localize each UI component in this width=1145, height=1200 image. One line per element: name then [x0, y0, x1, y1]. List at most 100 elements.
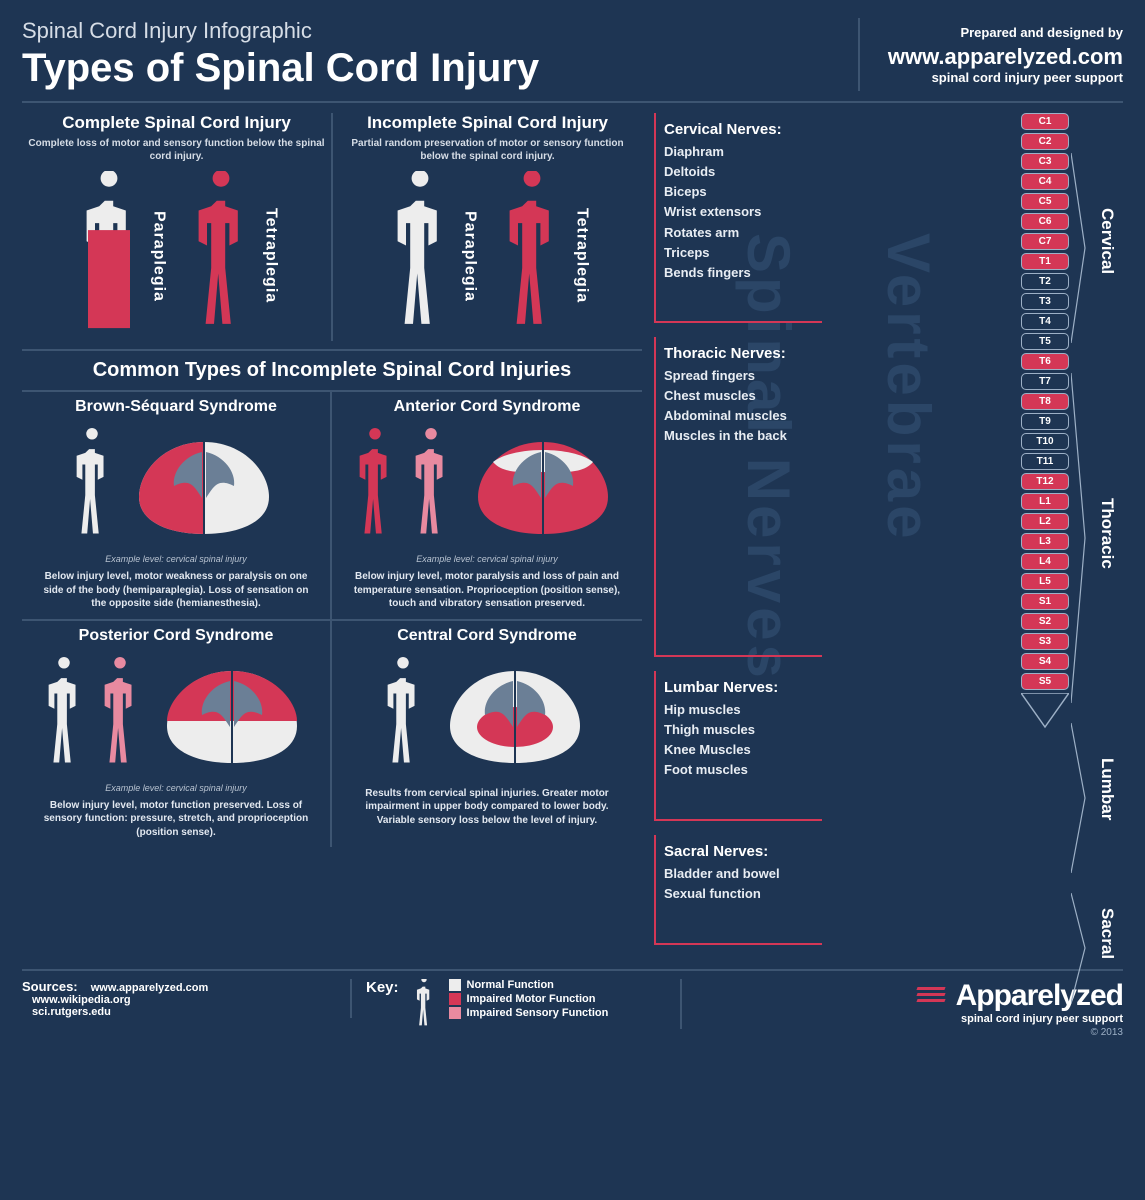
- vertebra: C6: [1021, 213, 1069, 230]
- central-body-icon: [379, 651, 427, 781]
- nerve-item: Foot muscles: [664, 760, 884, 780]
- incomplete-box: Incomplete Spinal Cord Injury Partial ra…: [331, 113, 642, 341]
- vertebra: L4: [1021, 553, 1069, 570]
- key-row: Normal Function: [449, 979, 609, 991]
- brown-title: Brown-Séquard Syndrome: [32, 398, 320, 416]
- central-title: Central Cord Syndrome: [342, 627, 632, 645]
- prepared-by: Prepared and designed by: [888, 25, 1123, 40]
- brown-sequard-cell: Brown-Séquard Syndrome: [22, 390, 332, 619]
- nerve-item: Thigh muscles: [664, 720, 884, 740]
- vertebra: T12: [1021, 473, 1069, 490]
- complete-incomplete-row: Complete Spinal Cord Injury Complete los…: [22, 113, 642, 351]
- key-label-text: Impaired Motor Function: [467, 993, 596, 1005]
- key-label: Key:: [366, 979, 399, 1029]
- header-right: Prepared and designed by www.apparelyzed…: [858, 18, 1123, 91]
- anterior-cell: Anterior Cord Syndrome: [332, 390, 642, 619]
- posterior-body1-icon: [40, 651, 88, 781]
- nerve-item: Abdominal muscles: [664, 406, 884, 426]
- incomplete-desc: Partial random preservation of motor or …: [339, 137, 636, 163]
- posterior-explain: Below injury level, motor function prese…: [32, 799, 320, 840]
- posterior-body2-icon: [96, 651, 144, 781]
- footer: Sources: www.apparelyzed.comwww.wikipedi…: [22, 969, 1123, 1038]
- complete-paraplegia: Paraplegia: [74, 171, 168, 341]
- brown-cross-icon: [124, 432, 284, 542]
- syndromes-grid: Brown-Séquard Syndrome: [22, 390, 642, 847]
- vertebra: S1: [1021, 593, 1069, 610]
- site-url: www.apparelyzed.com: [888, 44, 1123, 70]
- key-items: Normal Function Impaired Motor Function Im…: [449, 979, 609, 1029]
- nerve-item: Triceps: [664, 243, 884, 263]
- nerve-item: Chest muscles: [664, 386, 884, 406]
- region-bracket: [1071, 153, 1089, 343]
- nerve-group-title: Lumbar Nerves:: [664, 679, 884, 696]
- nerve-item: Rotates arm: [664, 223, 884, 243]
- anterior-body1-icon: [351, 422, 399, 552]
- header: Spinal Cord Injury Infographic Types of …: [22, 18, 1123, 103]
- vertebra: T5: [1021, 333, 1069, 350]
- nerve-item: Diaphram: [664, 142, 884, 162]
- key-swatch: [449, 993, 461, 1005]
- nerve-item: Muscles in the back: [664, 426, 884, 446]
- posterior-example: Example level: cervical spinal injury: [32, 783, 320, 793]
- copyright: © 2013: [696, 1027, 1123, 1038]
- key-body-icon: [413, 979, 435, 1029]
- key-swatch: [449, 979, 461, 991]
- nerve-item: Hip muscles: [664, 700, 884, 720]
- nerve-item: Bends fingers: [664, 263, 884, 283]
- nerve-group: Sacral Nerves:Bladder and bowelSexual fu…: [654, 835, 894, 945]
- region-label: Thoracic: [1097, 498, 1117, 569]
- sources-label: Sources:: [22, 979, 78, 994]
- complete-box: Complete Spinal Cord Injury Complete los…: [22, 113, 331, 341]
- region-label: Sacral: [1097, 908, 1117, 959]
- nerve-item: Sexual function: [664, 884, 884, 904]
- nerve-group: Thoracic Nerves: Spread fingersChest musc…: [654, 337, 894, 657]
- brand-sub: spinal cord injury peer support: [696, 1013, 1123, 1025]
- header-left: Spinal Cord Injury Infographic Types of …: [22, 18, 858, 91]
- nerve-groups: Cervical Nerves:DiaphramDeltoidsBicepsWr…: [654, 113, 894, 945]
- key-row: Impaired Motor Function: [449, 993, 609, 1005]
- brown-explain: Below injury level, motor weakness or pa…: [32, 570, 320, 611]
- incomplete-title: Incomplete Spinal Cord Injury: [339, 113, 636, 133]
- central-explain: Results from cervical spinal injuries. G…: [342, 787, 632, 828]
- source-item: www.apparelyzed.com: [91, 982, 209, 994]
- vertebra: C2: [1021, 133, 1069, 150]
- anterior-title: Anterior Cord Syndrome: [342, 398, 632, 416]
- vertebra: C5: [1021, 193, 1069, 210]
- vertebra: S5: [1021, 673, 1069, 690]
- vertebra: L2: [1021, 513, 1069, 530]
- vertebra: L3: [1021, 533, 1069, 550]
- vertebra: T1: [1021, 253, 1069, 270]
- anterior-body2-icon: [407, 422, 455, 552]
- complete-desc: Complete loss of motor and sensory funct…: [28, 137, 325, 163]
- vertebra: C4: [1021, 173, 1069, 190]
- key-label-text: Normal Function: [467, 979, 554, 991]
- tagline: spinal cord injury peer support: [888, 70, 1123, 85]
- nerve-group: Lumbar Nerves:Hip musclesThigh musclesKn…: [654, 671, 894, 821]
- vertebra: L1: [1021, 493, 1069, 510]
- label-paraplegia-2: Paraplegia: [461, 211, 479, 302]
- body-complete-tetra-icon: [186, 171, 256, 341]
- vertebra: C3: [1021, 153, 1069, 170]
- body-complete-para-icon: [74, 171, 144, 341]
- nerve-group-title: Sacral Nerves:: [664, 843, 884, 860]
- source-item: www.wikipedia.org: [32, 994, 338, 1006]
- key-label-text: Impaired Sensory Function: [467, 1007, 609, 1019]
- nerve-group-title: Thoracic Nerves:: [664, 345, 884, 362]
- vertebra: S2: [1021, 613, 1069, 630]
- anterior-example: Example level: cervical spinal injury: [342, 554, 632, 564]
- vertebra: T8: [1021, 393, 1069, 410]
- sources-block: Sources: www.apparelyzed.comwww.wikipedi…: [22, 979, 352, 1018]
- vertebra: C1: [1021, 113, 1069, 130]
- incomplete-paraplegia: Paraplegia: [385, 171, 479, 341]
- common-types-title: Common Types of Incomplete Spinal Cord I…: [22, 359, 642, 382]
- body-incomplete-para-icon: [385, 171, 455, 341]
- vertebra: T11: [1021, 453, 1069, 470]
- brown-body-icon: [68, 422, 116, 552]
- posterior-cross-icon: [152, 661, 312, 771]
- nerve-item: Spread fingers: [664, 366, 884, 386]
- key-block: Key: Normal Function Impaired Motor Funct…: [352, 979, 682, 1029]
- nerve-item: Biceps: [664, 182, 884, 202]
- label-paraplegia: Paraplegia: [150, 211, 168, 302]
- region-bracket: [1071, 373, 1089, 703]
- vertebra: S4: [1021, 653, 1069, 670]
